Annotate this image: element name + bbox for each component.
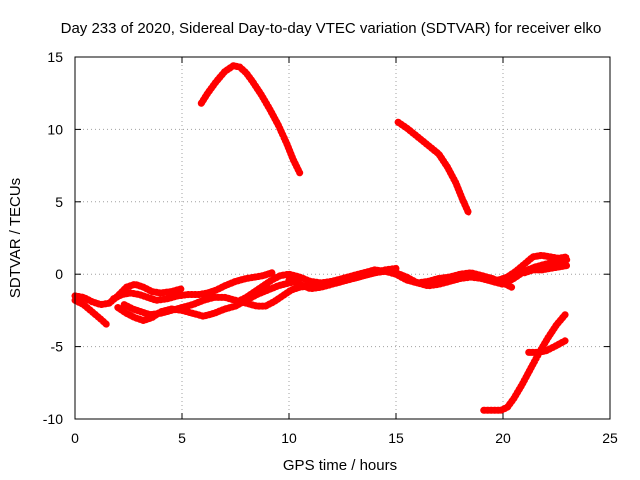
grid-lines [75, 57, 610, 419]
series-markers-band-9 [520, 262, 571, 277]
chart-title: Day 233 of 2020, Sidereal Day-to-day VTE… [61, 20, 602, 37]
x-tick-label: 10 [281, 430, 297, 446]
x-tick-label: 0 [71, 430, 79, 446]
axis-ticks: 0 5 10 15 20 25 -10 -5 0 5 10 15 [43, 49, 618, 446]
series-line-arc-high-2 [396, 120, 471, 216]
series-markers-band-8 [495, 251, 571, 284]
series-markers-arc-low-2 [525, 337, 569, 356]
plot-frame [74, 56, 611, 420]
series-markers-arc-high-1 [197, 62, 304, 177]
y-tick-label: 15 [47, 49, 63, 65]
y-tick-label: 10 [47, 121, 63, 137]
series-markers-band-7 [285, 256, 571, 293]
y-tick-label: -5 [51, 339, 64, 355]
series-layer [71, 62, 571, 414]
y-tick-label: 0 [55, 266, 63, 282]
y-axis-label: SDTVAR / TECUs [7, 178, 24, 298]
series-markers-band-3 [110, 269, 276, 304]
x-tick-label: 15 [388, 430, 404, 446]
series-markers-arc-high-2 [394, 118, 473, 217]
x-tick-label: 20 [495, 430, 511, 446]
x-axis-label: GPS time / hours [283, 457, 397, 474]
series-markers-band-2 [71, 296, 111, 329]
y-tick-label: -10 [43, 411, 63, 427]
y-tick-label: 5 [55, 194, 63, 210]
x-tick-label: 25 [602, 430, 618, 446]
x-tick-label: 5 [178, 430, 186, 446]
series-markers-arc-low-1 [480, 311, 569, 414]
series-markers-band-4 [114, 277, 304, 324]
series-markers-band-1 [71, 280, 186, 309]
